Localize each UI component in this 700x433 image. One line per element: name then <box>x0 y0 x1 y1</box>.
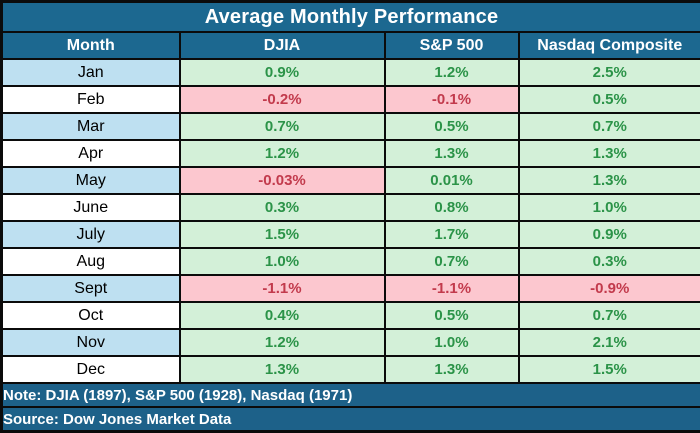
month-cell: Nov <box>2 329 180 356</box>
nasdaq-value-cell: 0.7% <box>519 113 700 140</box>
sp500-value-cell: 1.3% <box>385 356 519 383</box>
nasdaq-value-cell: 1.3% <box>519 140 700 167</box>
nasdaq-value-cell: -0.9% <box>519 275 700 302</box>
sp500-value-cell: 0.8% <box>385 194 519 221</box>
nasdaq-value-cell: 2.1% <box>519 329 700 356</box>
djia-value-cell: 0.7% <box>180 113 385 140</box>
table-row: Dec 1.3% 1.3% 1.5% <box>2 356 700 383</box>
source-row: Source: Dow Jones Market Data <box>2 407 700 432</box>
sp500-value-cell: 1.7% <box>385 221 519 248</box>
sp500-value-cell: 0.01% <box>385 167 519 194</box>
nasdaq-value-cell: 1.5% <box>519 356 700 383</box>
djia-value-cell: 1.0% <box>180 248 385 275</box>
table-body: Jan 0.9% 1.2% 2.5% Feb -0.2% -0.1% 0.5% … <box>2 59 700 383</box>
sp500-value-cell: 0.7% <box>385 248 519 275</box>
djia-value-cell: -1.1% <box>180 275 385 302</box>
table-row: Sept -1.1% -1.1% -0.9% <box>2 275 700 302</box>
month-cell: May <box>2 167 180 194</box>
source-text: Source: Dow Jones Market Data <box>2 407 700 432</box>
month-cell: Mar <box>2 113 180 140</box>
month-cell: Jan <box>2 59 180 86</box>
table-row: Nov 1.2% 1.0% 2.1% <box>2 329 700 356</box>
nasdaq-value-cell: 1.0% <box>519 194 700 221</box>
sp500-value-cell: 1.0% <box>385 329 519 356</box>
table-row: Apr 1.2% 1.3% 1.3% <box>2 140 700 167</box>
djia-value-cell: 1.2% <box>180 140 385 167</box>
month-cell: Aug <box>2 248 180 275</box>
table-row: June 0.3% 0.8% 1.0% <box>2 194 700 221</box>
month-cell: Apr <box>2 140 180 167</box>
column-header-month: Month <box>2 32 180 59</box>
sp500-value-cell: -0.1% <box>385 86 519 113</box>
month-cell: June <box>2 194 180 221</box>
djia-value-cell: 1.2% <box>180 329 385 356</box>
djia-value-cell: -0.2% <box>180 86 385 113</box>
djia-value-cell: -0.03% <box>180 167 385 194</box>
column-header-row: Month DJIA S&P 500 Nasdaq Composite <box>2 32 700 59</box>
nasdaq-value-cell: 1.3% <box>519 167 700 194</box>
title-row: Average Monthly Performance <box>2 2 700 33</box>
djia-value-cell: 1.5% <box>180 221 385 248</box>
month-cell: Feb <box>2 86 180 113</box>
month-cell: Oct <box>2 302 180 329</box>
table-row: Oct 0.4% 0.5% 0.7% <box>2 302 700 329</box>
table-row: Mar 0.7% 0.5% 0.7% <box>2 113 700 140</box>
table-row: July 1.5% 1.7% 0.9% <box>2 221 700 248</box>
column-header-nasdaq: Nasdaq Composite <box>519 32 700 59</box>
nasdaq-value-cell: 0.7% <box>519 302 700 329</box>
note-row: Note: DJIA (1897), S&P 500 (1928), Nasda… <box>2 383 700 407</box>
sp500-value-cell: -1.1% <box>385 275 519 302</box>
djia-value-cell: 0.4% <box>180 302 385 329</box>
month-cell: July <box>2 221 180 248</box>
page-title: Average Monthly Performance <box>2 2 700 33</box>
nasdaq-value-cell: 0.5% <box>519 86 700 113</box>
column-header-sp500: S&P 500 <box>385 32 519 59</box>
month-cell: Dec <box>2 356 180 383</box>
nasdaq-value-cell: 0.9% <box>519 221 700 248</box>
sp500-value-cell: 0.5% <box>385 113 519 140</box>
sp500-value-cell: 0.5% <box>385 302 519 329</box>
djia-value-cell: 0.9% <box>180 59 385 86</box>
column-header-djia: DJIA <box>180 32 385 59</box>
note-text: Note: DJIA (1897), S&P 500 (1928), Nasda… <box>2 383 700 407</box>
table-row: May -0.03% 0.01% 1.3% <box>2 167 700 194</box>
djia-value-cell: 0.3% <box>180 194 385 221</box>
month-cell: Sept <box>2 275 180 302</box>
djia-value-cell: 1.3% <box>180 356 385 383</box>
nasdaq-value-cell: 2.5% <box>519 59 700 86</box>
sp500-value-cell: 1.2% <box>385 59 519 86</box>
sp500-value-cell: 1.3% <box>385 140 519 167</box>
table-row: Jan 0.9% 1.2% 2.5% <box>2 59 700 86</box>
table-row: Aug 1.0% 0.7% 0.3% <box>2 248 700 275</box>
nasdaq-value-cell: 0.3% <box>519 248 700 275</box>
table-row: Feb -0.2% -0.1% 0.5% <box>2 86 700 113</box>
